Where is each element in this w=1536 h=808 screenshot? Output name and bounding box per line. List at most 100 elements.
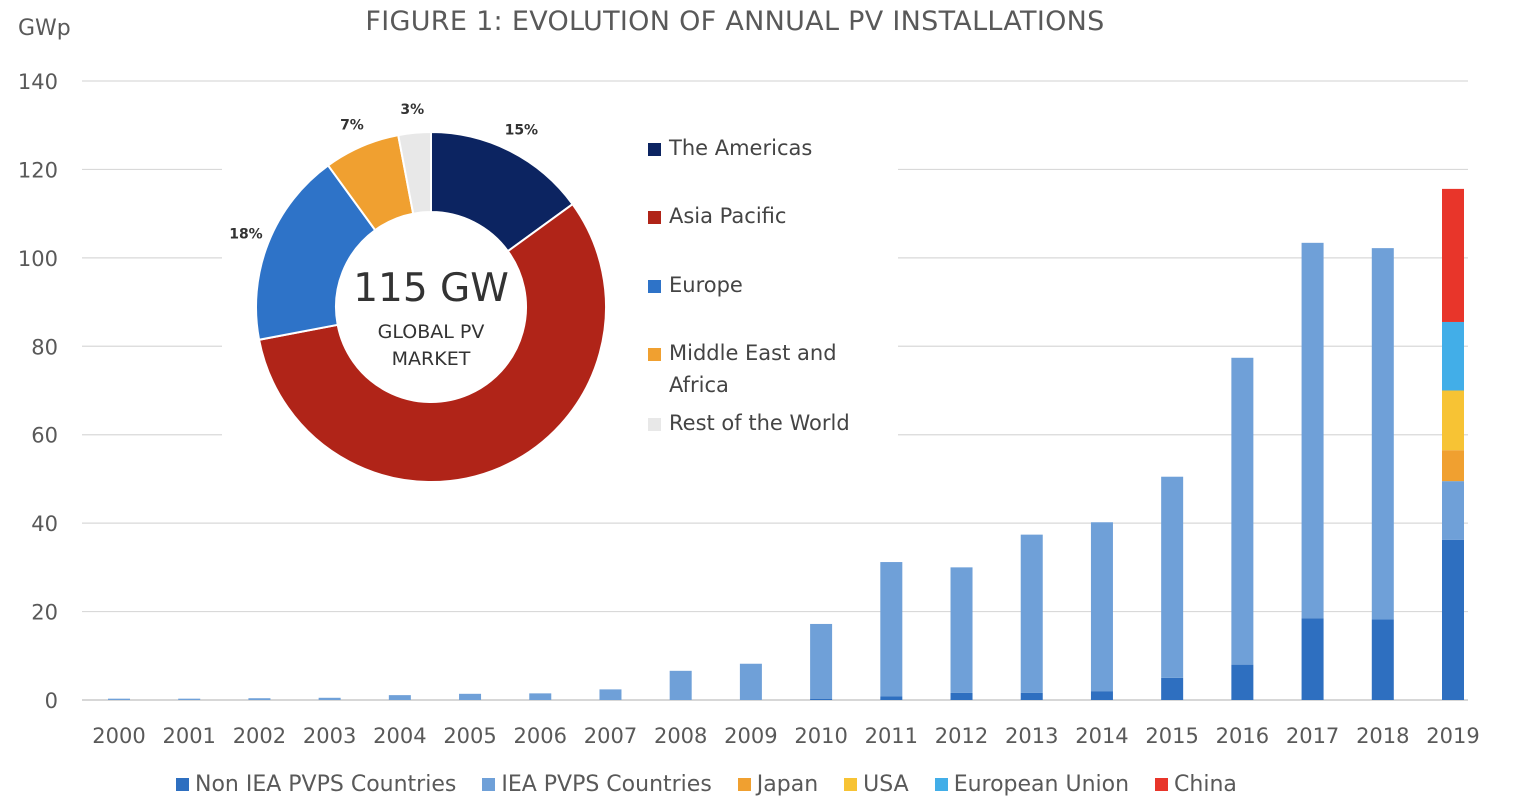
x-tick-label: 2014 <box>1075 724 1128 748</box>
bar-segment <box>599 689 622 700</box>
legend-swatch <box>844 778 858 791</box>
y-tick-label: 60 <box>31 424 58 448</box>
x-tick-label: 2018 <box>1356 724 1409 748</box>
x-tick-label: 2008 <box>654 724 707 748</box>
bar-segment <box>1020 692 1043 700</box>
bar-segment <box>810 698 833 700</box>
x-tick-label: 2019 <box>1426 724 1479 748</box>
bar-segment <box>108 698 130 700</box>
x-tick-label: 2016 <box>1216 724 1269 748</box>
legend-swatch <box>737 778 751 791</box>
bar-segment <box>529 693 552 700</box>
legend-label: Non IEA PVPS Countries <box>195 772 457 797</box>
chart-title: FIGURE 1: EVOLUTION OF ANNUAL PV INSTALL… <box>365 6 1105 37</box>
x-tick-label: 2006 <box>514 724 567 748</box>
bar-segment <box>459 693 482 700</box>
bar-segment <box>1301 242 1324 619</box>
bar-segment <box>810 623 833 699</box>
x-tick-label: 2005 <box>443 724 496 748</box>
bar-segment <box>1020 534 1043 693</box>
bar-segment <box>669 670 692 700</box>
legend-swatch <box>934 778 948 791</box>
bar-segment <box>880 562 903 697</box>
x-tick-label: 2011 <box>865 724 918 748</box>
legend-swatch <box>1155 778 1169 791</box>
pie-center-label: MARKET <box>392 348 471 370</box>
x-tick-label: 2015 <box>1145 724 1198 748</box>
bar-segment <box>950 567 973 693</box>
pie-legend-swatch <box>648 418 661 431</box>
bar-segment <box>1442 390 1464 451</box>
bar-segment <box>388 695 411 700</box>
pie-legend-label: Rest of the World <box>669 411 850 435</box>
x-tick-label: 2003 <box>303 724 356 748</box>
x-tick-label: 2007 <box>584 724 637 748</box>
bar-segment <box>318 697 341 700</box>
legend-label: USA <box>863 772 909 797</box>
bar-segment <box>1161 677 1184 700</box>
pie-legend-swatch <box>648 348 661 361</box>
pie-legend-item: Rest of the World <box>648 407 888 439</box>
bar-segment <box>248 698 271 700</box>
bar-legend: Non IEA PVPS Countries IEA PVPS Countries… <box>176 772 1237 797</box>
y-tick-label: 80 <box>31 335 58 359</box>
x-tick-label: 2002 <box>233 724 286 748</box>
pie-center-label: GLOBAL PV <box>378 321 485 343</box>
y-tick-label: 120 <box>18 158 58 182</box>
pie-legend-label: Middle East and Africa <box>669 341 837 397</box>
bar-segment <box>1301 618 1324 700</box>
y-tick-label: 100 <box>18 247 58 271</box>
x-tick-label: 2012 <box>935 724 988 748</box>
pie-legend-item: Asia Pacific <box>648 200 888 232</box>
bar-segment <box>1371 248 1394 620</box>
y-tick-label: 40 <box>31 512 58 536</box>
legend-item: IEA PVPS Countries <box>482 772 712 797</box>
bar-segment <box>1371 619 1394 700</box>
x-tick-label: 2017 <box>1286 724 1339 748</box>
pie-slice-label: 18% <box>229 227 263 243</box>
pie-slice <box>397 130 432 215</box>
pie-legend-label: Europe <box>669 273 743 297</box>
legend-label: European Union <box>953 772 1130 797</box>
bar-segment <box>1442 481 1464 540</box>
legend-item: China <box>1155 772 1237 797</box>
bar-segment <box>1090 691 1113 700</box>
bar-segment <box>1442 321 1464 391</box>
bar-segment <box>1442 539 1464 700</box>
pie-legend-item: Europe <box>648 269 888 301</box>
pie-slice <box>257 202 607 484</box>
bar-segment <box>950 692 973 700</box>
legend-item: Non IEA PVPS Countries <box>176 772 456 797</box>
legend-item: USA <box>844 772 909 797</box>
legend-swatch <box>482 778 496 791</box>
bar-segment <box>1231 357 1254 665</box>
pie-legend-swatch <box>648 143 661 156</box>
legend-label: China <box>1174 772 1237 797</box>
bar-segment <box>1231 664 1254 700</box>
x-tick-label: 2004 <box>373 724 426 748</box>
pie-legend-swatch <box>648 211 661 224</box>
pie-legend-label: The Americas <box>669 136 813 160</box>
legend-label: IEA PVPS Countries <box>501 772 712 797</box>
pie-legend-label: Asia Pacific <box>669 204 787 228</box>
y-axis-unit-label: GWp <box>18 16 71 41</box>
pie-legend-item: Middle East and Africa <box>648 337 888 401</box>
legend-item: European Union <box>934 772 1130 797</box>
legend-item: Japan <box>737 772 818 797</box>
bar-segment <box>1442 450 1464 482</box>
pie-slice-label: 7% <box>340 117 364 133</box>
legend-swatch <box>176 778 189 791</box>
x-tick-label: 2010 <box>794 724 847 748</box>
bar-segment <box>1161 476 1184 678</box>
y-tick-label: 140 <box>18 70 58 94</box>
y-tick-label: 20 <box>31 601 58 625</box>
x-tick-label: 2001 <box>162 724 215 748</box>
pie-slice-label: 3% <box>400 102 424 118</box>
bar-segment <box>880 696 903 700</box>
x-tick-label: 2013 <box>1005 724 1058 748</box>
x-tick-label: 2000 <box>92 724 145 748</box>
bar-segment <box>739 663 762 700</box>
y-tick-label: 0 <box>45 689 58 713</box>
bar-segment <box>1090 522 1113 692</box>
